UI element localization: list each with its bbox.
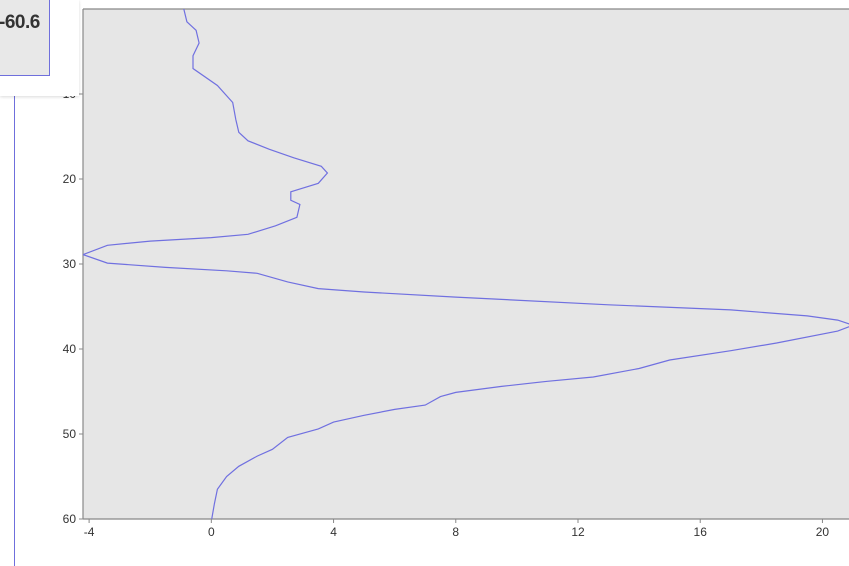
x-tick-label: 8 <box>452 525 459 539</box>
x-tick-label: 20 <box>816 525 830 539</box>
x-tick-label: 4 <box>330 525 337 539</box>
y-tick-label: 40 <box>63 342 77 356</box>
y-tick-label: 60 <box>63 512 77 526</box>
y-tick-label: 30 <box>63 257 77 271</box>
series-line[interactable] <box>83 0 849 522</box>
value-readout-panel: -60.6 <box>0 0 79 96</box>
y-tick-label: 20 <box>63 172 77 186</box>
linked-trace-line <box>14 96 15 566</box>
axis-ticks: -4048121620102030405060 <box>63 87 830 539</box>
y-tick-label: 50 <box>63 427 77 441</box>
x-tick-label: 16 <box>694 525 708 539</box>
x-tick-label: 0 <box>208 525 215 539</box>
readout-box: -60.6 <box>0 0 50 76</box>
readout-value: -60.6 <box>0 12 40 33</box>
x-tick-label: -4 <box>84 525 95 539</box>
x-tick-label: 12 <box>571 525 585 539</box>
plot-area <box>83 9 849 519</box>
